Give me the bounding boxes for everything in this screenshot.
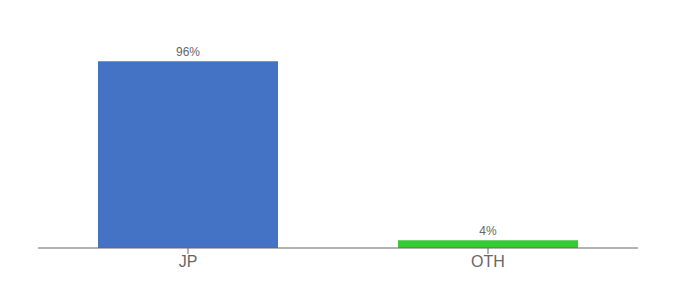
svg-text:JP: JP [179,253,198,270]
svg-text:4%: 4% [479,224,497,238]
svg-text:96%: 96% [176,45,200,59]
svg-text:OTH: OTH [471,253,505,270]
